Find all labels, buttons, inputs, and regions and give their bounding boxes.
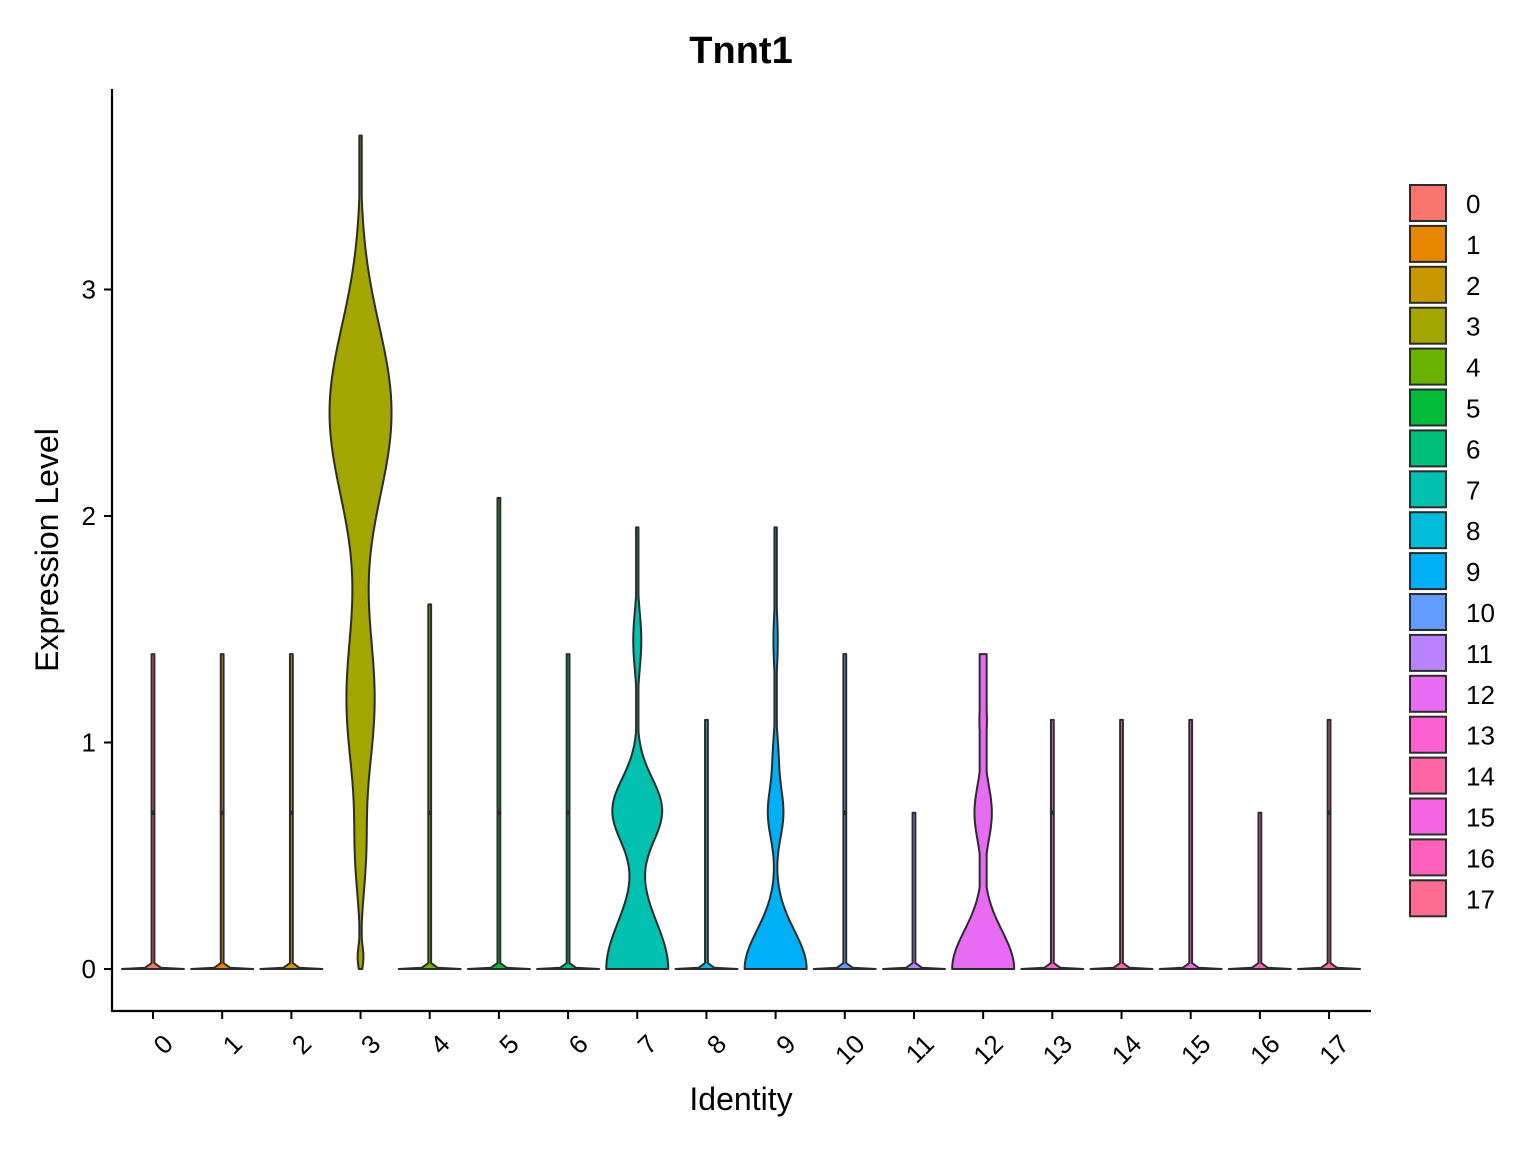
legend-label-2: 2 <box>1466 271 1480 301</box>
y-axis-ticks: 0 1 2 3 <box>82 275 112 984</box>
violin-cluster-11 <box>881 811 946 970</box>
x-tick-label: 0 <box>147 1029 178 1060</box>
violin-layer <box>121 134 1362 970</box>
x-tick-label: 12 <box>967 1029 1009 1071</box>
legend-swatch-7 <box>1409 470 1447 509</box>
legend-swatch-6 <box>1409 429 1447 468</box>
x-tick-label: 11 <box>899 1029 939 1069</box>
x-tick-label: 10 <box>829 1029 871 1071</box>
violin-cluster-3 <box>328 134 393 970</box>
violin-bulge-10 <box>842 810 848 816</box>
x-tick-label: 16 <box>1244 1029 1286 1071</box>
x-tick-label: 7 <box>632 1029 663 1060</box>
y-tick-label: 1 <box>82 728 96 758</box>
legend-swatch-10 <box>1409 593 1447 631</box>
violin-cluster-14 <box>1089 718 1154 970</box>
legend-label-14: 14 <box>1466 762 1495 792</box>
violin-cluster-17 <box>1297 718 1362 970</box>
legend-swatch-0 <box>1409 184 1447 222</box>
legend-label-3: 3 <box>1466 312 1480 342</box>
violin-cluster-16 <box>1227 811 1292 970</box>
x-tick-label: 4 <box>424 1029 455 1060</box>
violin-cluster-12 <box>951 653 1016 970</box>
y-tick-label: 0 <box>82 954 96 984</box>
chart-title: Tnnt1 <box>689 30 792 72</box>
y-axis-title: Expression Level <box>29 428 65 672</box>
x-tick-label: 15 <box>1175 1029 1217 1071</box>
x-tick-label: 13 <box>1036 1029 1078 1071</box>
legend-swatch-14 <box>1409 756 1447 795</box>
x-tick-label: 14 <box>1106 1029 1148 1071</box>
legend-swatch-17 <box>1409 879 1447 918</box>
legend-label-0: 0 <box>1466 189 1480 219</box>
x-tick-label: 8 <box>701 1029 732 1060</box>
x-tick-label: 2 <box>286 1029 317 1060</box>
x-tick-label: 3 <box>355 1029 386 1060</box>
legend-label-13: 13 <box>1466 721 1495 751</box>
violin-cluster-8 <box>674 718 739 970</box>
legend-swatch-15 <box>1409 797 1447 836</box>
x-tick-label: 17 <box>1313 1029 1355 1071</box>
violin-cluster-4 <box>397 603 462 970</box>
legend-swatch-8 <box>1409 511 1447 550</box>
legend-swatch-12 <box>1409 674 1447 713</box>
legend-swatch-11 <box>1409 633 1447 672</box>
y-tick-label: 2 <box>82 501 96 531</box>
violin-bulge-13 <box>1049 810 1055 816</box>
violin-bulge-2 <box>288 810 294 816</box>
legend-label-15: 15 <box>1466 803 1495 833</box>
legend-label-12: 12 <box>1466 680 1495 710</box>
x-axis-title: Identity <box>689 1081 792 1117</box>
violin-cluster-9 <box>743 526 808 970</box>
legend-label-16: 16 <box>1466 843 1495 873</box>
legend-label-1: 1 <box>1466 230 1480 260</box>
legend-swatch-2 <box>1409 265 1447 304</box>
violin-cluster-15 <box>1158 718 1223 970</box>
violin-bulge-1 <box>219 810 225 816</box>
violin-cluster-13 <box>1020 718 1085 970</box>
legend-swatch-9 <box>1409 552 1447 591</box>
violin-cluster-5 <box>466 496 531 970</box>
y-tick-label: 3 <box>82 275 96 305</box>
legend-swatch-5 <box>1409 388 1447 427</box>
legend-label-17: 17 <box>1466 884 1495 914</box>
legend-swatch-4 <box>1409 347 1447 386</box>
legend-swatch-13 <box>1409 715 1447 754</box>
legend-label-5: 5 <box>1466 394 1480 424</box>
legend-label-6: 6 <box>1466 434 1480 464</box>
violin-bulge-6 <box>565 810 571 816</box>
x-tick-label: 6 <box>562 1029 593 1060</box>
legend-label-8: 8 <box>1466 516 1480 546</box>
legend-label-10: 10 <box>1466 598 1495 628</box>
violin-bulge-5 <box>496 810 502 816</box>
legend-label-9: 9 <box>1466 557 1480 587</box>
legend-label-4: 4 <box>1466 353 1480 383</box>
violin-bulge-4 <box>427 810 433 816</box>
violin-bulge-0 <box>150 810 156 816</box>
x-tick-label: 1 <box>217 1029 248 1060</box>
x-tick-label: 9 <box>770 1029 801 1060</box>
violin-cluster-7 <box>605 526 670 970</box>
legend-swatch-3 <box>1409 306 1447 345</box>
violin-bulge-17 <box>1326 810 1332 816</box>
legend-label-11: 11 <box>1466 639 1493 669</box>
legend-swatch-16 <box>1409 838 1447 877</box>
legend-label-7: 7 <box>1466 475 1480 505</box>
x-tick-label: 5 <box>493 1029 524 1060</box>
legend-swatch-1 <box>1409 224 1447 263</box>
x-axis-ticks: 0 1 2 3 4 5 6 7 8 9 10 11 12 13 14 15 16 17 <box>147 1011 1355 1070</box>
